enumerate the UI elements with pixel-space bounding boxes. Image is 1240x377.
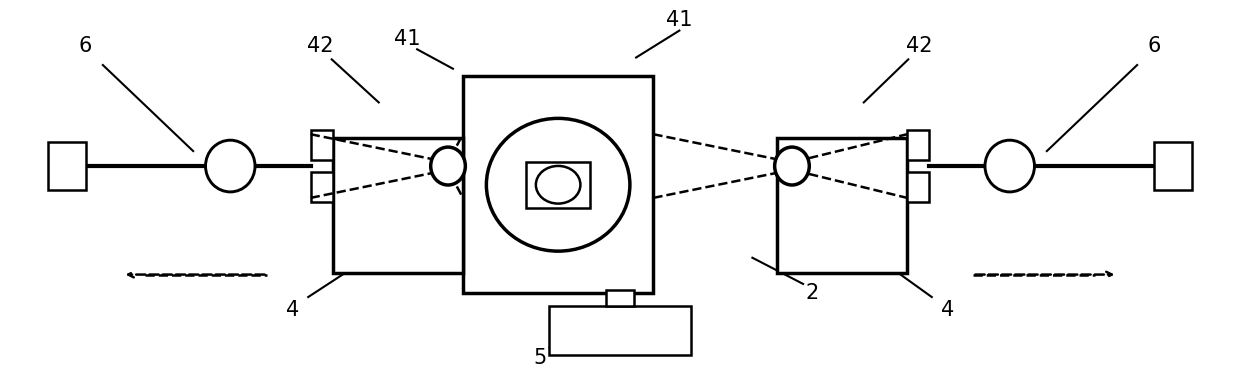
Bar xyxy=(777,138,906,273)
Ellipse shape xyxy=(536,166,580,204)
Text: 5: 5 xyxy=(533,348,546,368)
Text: 4: 4 xyxy=(285,300,299,320)
Text: 6: 6 xyxy=(79,36,92,56)
Bar xyxy=(606,290,634,307)
Ellipse shape xyxy=(430,147,465,185)
Bar xyxy=(906,130,929,161)
Ellipse shape xyxy=(486,118,630,251)
Text: 41: 41 xyxy=(666,10,693,30)
Ellipse shape xyxy=(206,140,255,192)
Text: 4: 4 xyxy=(941,300,955,320)
Bar xyxy=(463,76,653,293)
Bar xyxy=(311,172,334,202)
Text: 2: 2 xyxy=(805,283,818,303)
Bar xyxy=(549,307,691,355)
Ellipse shape xyxy=(775,147,810,185)
Bar xyxy=(906,172,929,202)
Bar xyxy=(48,142,86,190)
Text: 42: 42 xyxy=(906,36,932,56)
Text: 41: 41 xyxy=(394,29,420,49)
Ellipse shape xyxy=(985,140,1034,192)
Text: 6: 6 xyxy=(1148,36,1161,56)
Text: 42: 42 xyxy=(308,36,334,56)
Bar xyxy=(1154,142,1192,190)
Bar xyxy=(334,138,463,273)
Bar xyxy=(526,162,590,208)
Bar xyxy=(311,130,334,161)
